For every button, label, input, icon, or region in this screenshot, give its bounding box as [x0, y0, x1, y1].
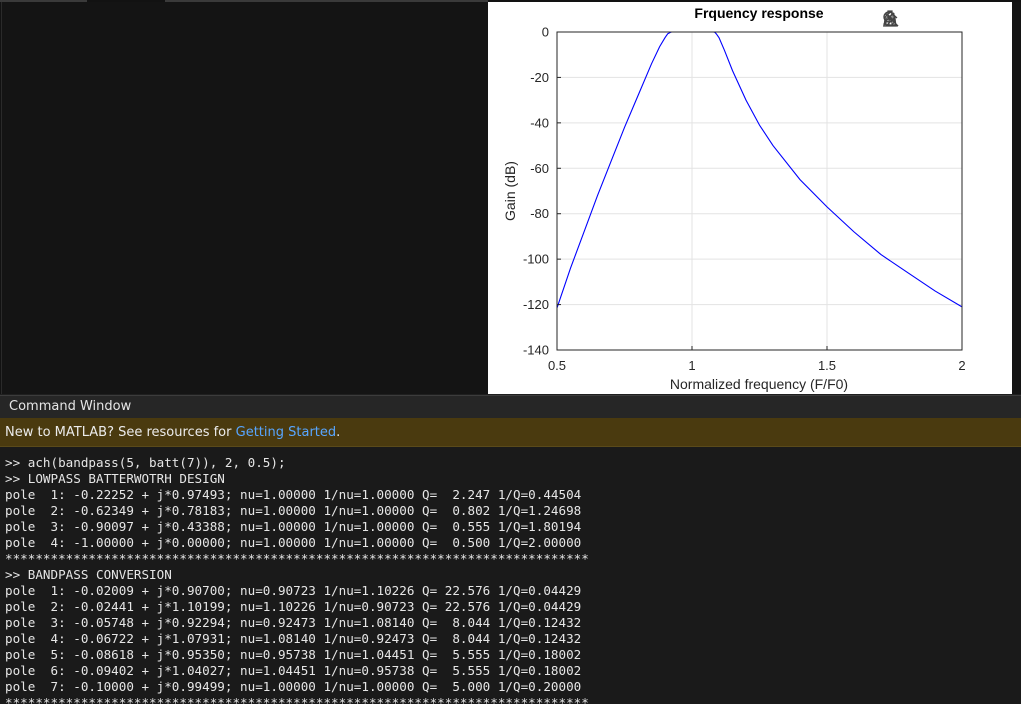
x-axis-label: Normalized frequency (F/F0) [670, 376, 848, 392]
console-line: pole 6: -0.09402 + j*1.04027; nu=1.04451… [5, 663, 582, 678]
y-tick-label: -140 [523, 343, 549, 358]
command-window-output[interactable]: >> ach(bandpass(5, batt(7)), 2, 0.5); >> … [0, 447, 1021, 704]
console-line: >> ach(bandpass(5, batt(7)), 2, 0.5); [5, 455, 286, 470]
zoom-out-icon[interactable] [883, 10, 985, 29]
console-line: pole 4: -1.00000 + j*0.00000; nu=1.00000… [5, 535, 582, 550]
y-tick-label: -120 [523, 297, 549, 312]
plot-title: Frquency response [694, 5, 823, 21]
console-line: pole 1: -0.02009 + j*0.90700; nu=0.90723… [5, 583, 582, 598]
y-tick-label: -80 [530, 206, 549, 221]
empty-pane [1, 2, 488, 394]
command-window-header: Command Window [0, 395, 1021, 419]
x-tick-label: 0.5 [548, 358, 566, 373]
frequency-response-plot[interactable]: 0.5 1 1.5 2 0 -20 -40 -60 -80 -100 -120 -140 Frque… [488, 2, 1012, 394]
x-tick-label: 2 [958, 358, 965, 373]
figure-window[interactable]: 0.5 1 1.5 2 0 -20 -40 -60 -80 -100 -120 -140 Frque… [488, 2, 1012, 394]
tab-strip-right [165, 0, 488, 2]
banner-message: New to MATLAB? See resources for Getting… [5, 425, 340, 440]
banner-suffix: . [336, 425, 341, 440]
console-line: pole 2: -0.02441 + j*1.10199; nu=1.10226… [5, 599, 582, 614]
y-tick-label: -100 [523, 252, 549, 267]
console-line: pole 5: -0.08618 + j*0.95350; nu=0.95738… [5, 647, 582, 662]
console-line: ****************************************… [5, 695, 589, 704]
y-tick-label: 0 [542, 25, 549, 40]
pan-icon[interactable] [884, 10, 943, 29]
y-tick-labels: 0 -20 -40 -60 -80 -100 -120 -140 [523, 25, 561, 358]
x-tick-label: 1.5 [818, 358, 836, 373]
axes-toolbar [882, 10, 1006, 29]
y-axis-label: Gain (dB) [502, 161, 518, 221]
console-line: pole 4: -0.06722 + j*1.07931; nu=1.08140… [5, 631, 582, 646]
console-line: pole 3: -0.90097 + j*0.43388; nu=1.00000… [5, 519, 582, 534]
banner-text: New to MATLAB? See resources for [5, 425, 236, 440]
zoom-in-icon[interactable] [883, 10, 964, 29]
home-icon[interactable] [883, 10, 1006, 29]
command-window-title: Command Window [9, 399, 132, 414]
console-line: pole 1: -0.22252 + j*0.97493; nu=1.00000… [5, 487, 582, 502]
console-line: >> BANDPASS CONVERSION [5, 567, 172, 582]
console-line: >> LOWPASS BATTERWOTRH DESIGN [5, 471, 225, 486]
console-line: ****************************************… [5, 551, 589, 566]
axes-background [557, 32, 962, 350]
y-tick-label: -60 [530, 161, 549, 176]
brush-icon[interactable] [883, 10, 922, 29]
console-line: pole 2: -0.62349 + j*0.78183; nu=1.00000… [5, 503, 582, 518]
getting-started-link[interactable]: Getting Started [235, 425, 337, 440]
editor-area: 0.5 1 1.5 2 0 -20 -40 -60 -80 -100 -120 -140 Frque… [0, 0, 1021, 394]
figure-right-margin [1012, 2, 1021, 394]
getting-started-banner: New to MATLAB? See resources for Getting… [0, 418, 1021, 447]
axes-box [556, 31, 963, 351]
x-tick-label: 1 [688, 358, 695, 373]
console-line: pole 7: -0.10000 + j*0.99499; nu=1.00000… [5, 679, 582, 694]
y-tick-label: -20 [530, 70, 549, 85]
tab-strip-left [0, 0, 87, 2]
console-line: pole 3: -0.05748 + j*0.92294; nu=0.92473… [5, 615, 582, 630]
y-tick-label: -40 [530, 115, 549, 130]
x-tick-labels: 0.5 1 1.5 2 [548, 346, 966, 373]
